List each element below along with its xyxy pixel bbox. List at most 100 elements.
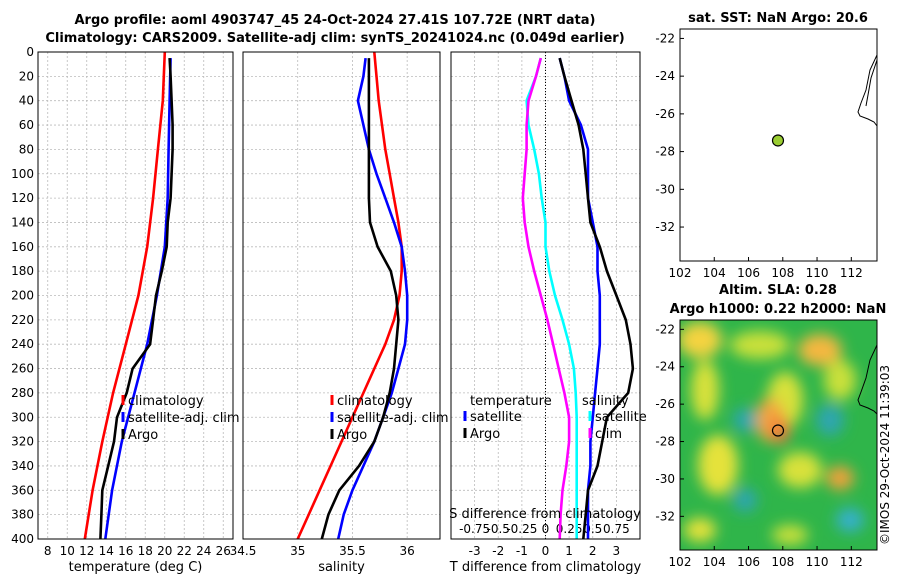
legend-label: satellite [470, 410, 522, 425]
x-tick-label: 110 [806, 555, 829, 569]
top-tick-label: 0.75 [603, 522, 630, 536]
y-tick-label: 120 [11, 191, 34, 205]
salinity-panel: 34.5 35 35.5 36 salinity climatology satellite… [230, 51, 449, 575]
x-tick-label: 112 [840, 555, 863, 569]
x-tick-label: 3 [613, 544, 621, 558]
x-tick-label: 35 [290, 544, 305, 558]
x-axis-label: salinity [318, 560, 365, 575]
series-line [558, 57, 602, 539]
x-tick-label: 12 [79, 544, 94, 558]
y-tick-label: -32 [655, 509, 675, 523]
x-tick-label: 34.5 [230, 544, 257, 558]
copyright-stamp: ©IMOS 29-Oct-2024 11:39:03 [878, 364, 892, 545]
top-tick-label: -0.75 [459, 522, 490, 536]
x-tick-label: 108 [771, 266, 794, 280]
x-tick-label: 18 [138, 544, 153, 558]
sst-map-panel: 102 104 106 108 110 112 -22 -24 -26 -28 -30 -32 [655, 28, 878, 280]
x-tick-label: 2 [589, 544, 597, 558]
x-tick-label: 104 [703, 555, 726, 569]
legend-label: clim [595, 427, 622, 442]
series-line [296, 51, 404, 540]
y-tick-label: 300 [11, 410, 34, 424]
coastline-inner [865, 59, 878, 107]
series-line [525, 57, 579, 539]
sla-map-title: Altim. SLA: 0.28 [719, 283, 837, 298]
y-tick-label: 240 [11, 337, 34, 351]
series-line [336, 57, 409, 540]
y-tick-label: -30 [655, 472, 675, 486]
y-tick-label: 80 [19, 142, 34, 156]
x-tick-label: 35.5 [339, 544, 366, 558]
y-tick-label: 60 [19, 118, 34, 132]
x-tick-label: 22 [177, 544, 192, 558]
plot-frame [37, 51, 234, 540]
y-tick-label: 260 [11, 362, 34, 376]
y-tick-label: 100 [11, 167, 34, 181]
y-tick-label: -28 [655, 145, 675, 159]
y-tick-label: 340 [11, 459, 34, 473]
y-tick-label: 280 [11, 386, 34, 400]
sla-map-panel: 102 104 106 108 110 112 -22 -24 -26 -28 -30 -32 [655, 319, 878, 569]
y-tick-label: 40 [19, 94, 34, 108]
float-position-marker [771, 134, 785, 147]
sla-map-frame [679, 319, 878, 551]
x-tick-label: 8 [44, 544, 52, 558]
y-tick-label: -24 [655, 360, 675, 374]
y-tick-label: -26 [655, 397, 675, 411]
legend-label: Argo [337, 428, 367, 443]
y-tick-label: 20 [19, 69, 34, 83]
series-line [320, 58, 400, 540]
y-tick-label: -32 [655, 220, 675, 234]
series-line [521, 57, 571, 540]
x-tick-label: 0 [542, 544, 550, 558]
x-axis-label: T difference from climatology [449, 560, 642, 575]
x-tick-label: 24 [196, 544, 211, 558]
series-line [558, 57, 635, 540]
legend-label: satellite [595, 410, 647, 425]
coastline [857, 54, 878, 127]
y-tick-label: -30 [655, 182, 675, 196]
y-tick-label: 180 [11, 264, 34, 278]
y-tick-label: 220 [11, 313, 34, 327]
x-tick-label: 110 [806, 266, 829, 280]
y-tick-label: 360 [11, 483, 34, 497]
x-tick-label: 106 [737, 555, 760, 569]
plot-frame [450, 51, 641, 540]
x-tick-label: 102 [669, 266, 692, 280]
y-tick-label: -26 [655, 107, 675, 121]
coastline [857, 344, 878, 415]
x-tick-label: 106 [737, 266, 760, 280]
x-tick-label: 20 [157, 544, 172, 558]
legend-label: climatology [337, 394, 413, 409]
figure-title: Argo profile: aoml 4903747_45 24-Oct-202… [74, 13, 596, 28]
x-tick-label: 10 [60, 544, 75, 558]
x-tick-label: -3 [469, 544, 481, 558]
x-tick-label: 1 [565, 544, 573, 558]
y-tick-label: 320 [11, 435, 34, 449]
float-position-marker [771, 424, 785, 437]
temperature-panel: 0 20 40 60 80 100 120 140 160 180 200 220 240 260 280 3… [11, 45, 240, 575]
x-tick-label: 112 [840, 266, 863, 280]
top-tick-label: -0.5 [487, 522, 510, 536]
legend-label: satellite-adj. clim [337, 411, 449, 426]
top-axis-label: S difference from climatology [449, 507, 641, 522]
y-tick-label: -24 [655, 69, 675, 83]
y-tick-label: -22 [655, 322, 675, 336]
series-line [83, 51, 167, 540]
x-tick-label: 16 [118, 544, 133, 558]
sla-map-subtitle: Argo h1000: 0.22 h2000: NaN [670, 302, 887, 317]
y-tick-label: 0 [26, 45, 34, 59]
x-tick-label: -2 [492, 544, 504, 558]
x-tick-label: 14 [99, 544, 114, 558]
x-tick-label: -1 [516, 544, 528, 558]
top-tick-label: -0.25 [506, 522, 537, 536]
legend-title: temperature [470, 394, 552, 409]
y-tick-label: 400 [11, 532, 34, 546]
legend-label: Argo [128, 428, 158, 443]
x-tick-label: 102 [669, 555, 692, 569]
y-tick-label: 200 [11, 289, 34, 303]
series-line [99, 58, 174, 540]
y-tick-label: -28 [655, 435, 675, 449]
x-tick-label: 104 [703, 266, 726, 280]
